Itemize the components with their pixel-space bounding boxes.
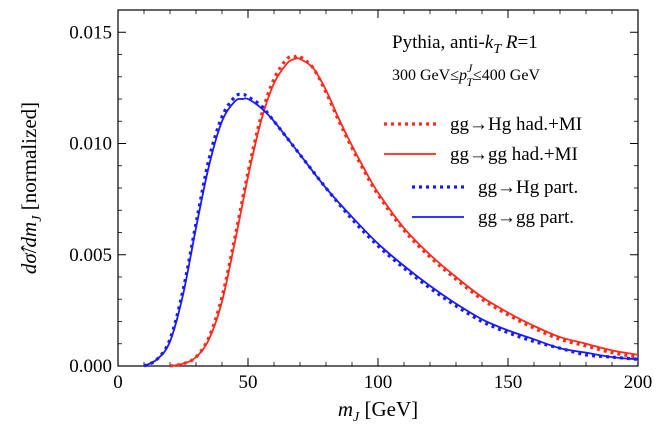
series-line-1	[169, 54, 639, 368]
y-tick-label: 0.005	[69, 245, 112, 266]
x-tick-label: 100	[364, 372, 393, 393]
annotation-pt-range: 300 GeV≤pJ T≤400 GeV	[392, 61, 540, 89]
ticks-layer: 0 50 100 150 200 0.000 0.005 0.010 0.015	[69, 9, 653, 393]
series-line-4	[143, 97, 639, 367]
y-axis-title: dσ̂/dmJ [normalized]	[17, 102, 45, 274]
legend-label-2: gg→gg had.+MI	[450, 144, 578, 165]
series-line-2	[169, 57, 639, 367]
legend-label-1: gg→Hg had.+MI	[450, 114, 582, 135]
y-tick-label: 0.000	[69, 356, 112, 377]
x-axis-title: mJ [GeV]	[338, 397, 418, 425]
annotation-generator: Pythia, anti-kT R=1	[392, 32, 538, 57]
legend-label-3: gg→Hg part.	[478, 177, 578, 198]
x-tick-label: 150	[494, 372, 523, 393]
x-tick-label: 50	[239, 372, 258, 393]
y-tick-label: 0.010	[69, 134, 112, 155]
series-layer	[143, 54, 639, 368]
x-tick-label: 200	[624, 372, 653, 393]
legend: gg→Hg had.+MI gg→gg had.+MI gg→Hg part. gg→…	[384, 114, 582, 228]
x-tick-label: 0	[113, 372, 123, 393]
legend-label-4: gg→gg part.	[478, 207, 574, 228]
y-tick-label: 0.015	[69, 22, 112, 43]
